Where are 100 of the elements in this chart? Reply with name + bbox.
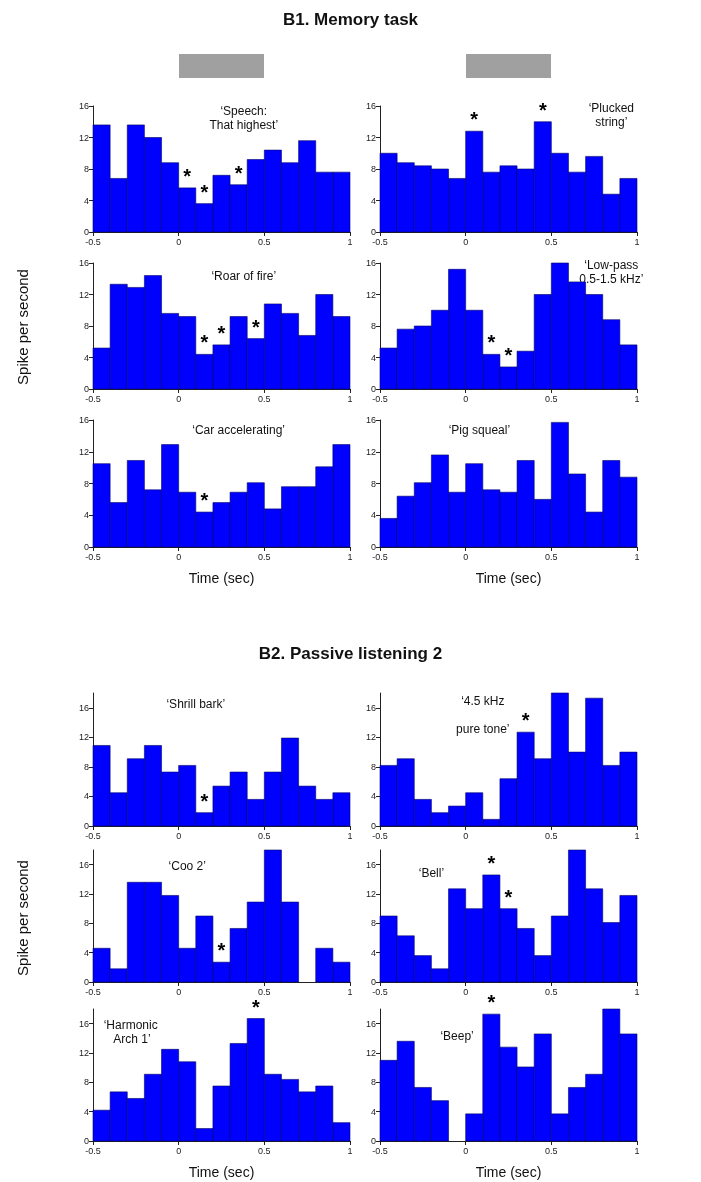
y-axis-title: Spike per second bbox=[13, 269, 31, 385]
annotation: * bbox=[251, 315, 260, 338]
y-tick-label: 16 bbox=[365, 859, 376, 870]
chart-subtitle: ‘Shrill bark’ bbox=[166, 696, 226, 711]
annotation: * bbox=[234, 161, 243, 184]
y-tick-label: 8 bbox=[83, 164, 89, 174]
annotation: * bbox=[200, 789, 209, 812]
annotation: * bbox=[217, 321, 226, 344]
y-tick-label: 8 bbox=[370, 321, 376, 331]
y-tick-label: 4 bbox=[83, 352, 89, 363]
annotation: * bbox=[251, 995, 260, 1018]
text: ‘Coo 2’ bbox=[168, 858, 206, 873]
x-tick-label: 1 bbox=[634, 1145, 640, 1156]
y-tick-label: 12 bbox=[78, 889, 89, 899]
x-tick-label: 0.5 bbox=[258, 236, 271, 247]
x-tick-label: 0 bbox=[463, 551, 469, 562]
x-tick-label: 0 bbox=[176, 1145, 182, 1156]
y-tick-label: 8 bbox=[370, 761, 376, 772]
x-tick-label: 0.5 bbox=[258, 830, 271, 841]
y-tick-label: 12 bbox=[365, 446, 376, 457]
y-tick-label: 12 bbox=[78, 132, 89, 143]
chart-title: B1. Memory task bbox=[281, 10, 420, 30]
x-tick-label: -0.5 bbox=[372, 986, 388, 997]
x-tick-label: -0.5 bbox=[85, 393, 101, 404]
y-tick-label: 16 bbox=[78, 1018, 89, 1029]
x-tick-label: -0.5 bbox=[372, 1145, 388, 1156]
x-tick-label: 1 bbox=[634, 236, 640, 247]
y-tick-label: 4 bbox=[370, 791, 376, 802]
x-tick-label: -0.5 bbox=[372, 393, 388, 404]
y-tick-label: 4 bbox=[83, 1106, 89, 1117]
chart-subtitle: ‘Pig squeal’ bbox=[448, 423, 511, 438]
text: ‘4.5 kHz pure tone’ bbox=[456, 694, 510, 737]
y-tick-label: 0 bbox=[370, 384, 376, 394]
y-tick-label: 0 bbox=[83, 384, 89, 394]
y-tick-label: 8 bbox=[83, 321, 89, 331]
y-tick-label: 4 bbox=[370, 1106, 376, 1117]
y-tick-label: 8 bbox=[83, 478, 89, 489]
x-tick-label: 0 bbox=[176, 551, 182, 562]
annotation: * bbox=[200, 489, 209, 512]
x-tick-label: 0 bbox=[176, 236, 182, 247]
x-tick-label: 0.5 bbox=[258, 551, 271, 562]
x-tick-label: 1 bbox=[347, 830, 353, 841]
x-tick-label: 1 bbox=[634, 551, 640, 562]
x-tick-label: 0 bbox=[463, 1145, 469, 1156]
text: ‘Beep’ bbox=[440, 1028, 474, 1043]
x-tick-label: 0.5 bbox=[545, 236, 558, 247]
y-tick-label: 8 bbox=[83, 761, 89, 772]
x-tick-label: 1 bbox=[347, 393, 353, 404]
annotation: * bbox=[487, 331, 496, 354]
y-tick-label: 16 bbox=[365, 702, 376, 713]
x-tick-label: 1 bbox=[347, 1145, 353, 1156]
x-tick-label: 0 bbox=[176, 830, 182, 841]
y-tick-label: 0 bbox=[83, 542, 89, 552]
x-tick-label: 0 bbox=[463, 393, 469, 404]
y-tick-label: 16 bbox=[365, 101, 376, 111]
x-tick-label: -0.5 bbox=[372, 236, 388, 247]
y-tick-label: 16 bbox=[78, 702, 89, 713]
y-tick-label: 12 bbox=[365, 289, 376, 300]
x-tick-label: 0 bbox=[463, 830, 469, 841]
x-tick-label: 0.5 bbox=[545, 830, 558, 841]
x-tick-label: 0 bbox=[463, 236, 469, 247]
x-tick-label: 1 bbox=[347, 551, 353, 562]
chart-subtitle: ‘Low-pass 0.5-1.5 kHz’ bbox=[579, 258, 644, 287]
x-tick-label: 1 bbox=[634, 830, 640, 841]
x-tick-label: -0.5 bbox=[372, 551, 388, 562]
x-tick-label: 0.5 bbox=[258, 1145, 271, 1156]
y-tick-label: 16 bbox=[365, 1018, 376, 1029]
annotation: * bbox=[183, 164, 192, 187]
annotation: * bbox=[487, 851, 496, 874]
y-tick-label: 4 bbox=[370, 947, 376, 958]
x-tick-label: 0.5 bbox=[258, 986, 271, 997]
chart-subtitle: ‘Car accelerating’ bbox=[192, 423, 285, 438]
x-tick-label: -0.5 bbox=[85, 986, 101, 997]
annotation: * bbox=[200, 180, 209, 203]
x-tick-label: 0 bbox=[463, 986, 469, 997]
annotation: * bbox=[217, 939, 226, 962]
x-tick-label: 0 bbox=[176, 393, 182, 404]
y-tick-label: 16 bbox=[365, 258, 376, 268]
y-tick-label: 12 bbox=[78, 1048, 89, 1058]
x-tick-label: -0.5 bbox=[85, 551, 101, 562]
y-tick-label: 4 bbox=[83, 195, 89, 206]
y-tick-label: 8 bbox=[83, 918, 89, 929]
x-tick-label: 1 bbox=[347, 236, 353, 247]
x-tick-label: 0.5 bbox=[545, 1145, 558, 1156]
x-tick-label: 0.5 bbox=[545, 986, 558, 997]
annotation: * bbox=[504, 885, 513, 908]
x-tick-label: 1 bbox=[347, 986, 353, 997]
y-tick-label: 12 bbox=[365, 889, 376, 899]
annotation: * bbox=[470, 108, 479, 131]
y-tick-label: 4 bbox=[370, 352, 376, 363]
annotation: * bbox=[521, 709, 530, 732]
y-tick-label: 0 bbox=[370, 821, 376, 831]
text: ‘Roar of fire’ bbox=[211, 268, 277, 283]
x-tick-label: 1 bbox=[634, 393, 640, 404]
y-tick-label: 16 bbox=[365, 415, 376, 425]
y-tick-label: 16 bbox=[78, 859, 89, 870]
y-tick-label: 0 bbox=[83, 977, 89, 987]
y-axis-title: Spike per second bbox=[13, 859, 31, 976]
y-tick-label: 16 bbox=[78, 101, 89, 111]
y-tick-label: 0 bbox=[370, 227, 376, 237]
